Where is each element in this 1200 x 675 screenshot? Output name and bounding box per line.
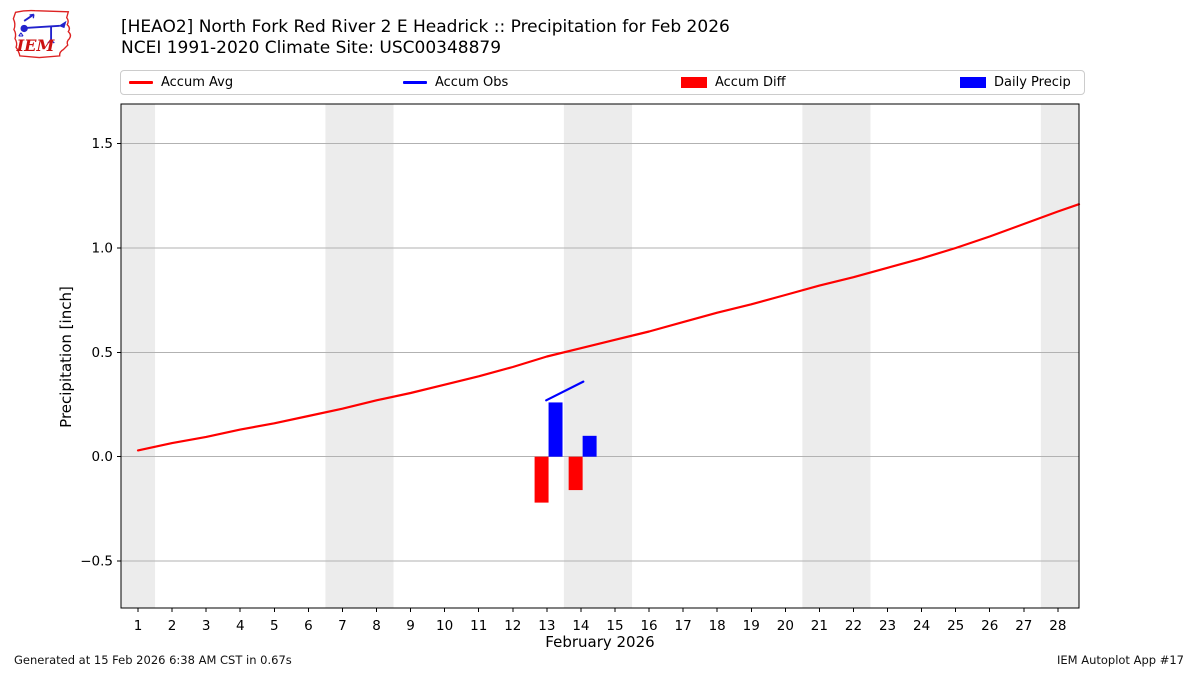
app-credit: IEM Autoplot App #17 [1056,653,1184,667]
iowa-outline-icon [12,9,72,59]
y-tick-label: −0.5 [80,554,113,570]
y-tick-label: 0.5 [92,345,113,361]
x-tick-label: 26 [981,618,998,634]
accum-avg-line-swatch [129,81,153,84]
x-tick-label: 16 [640,618,657,634]
accum-obs-line-swatch [403,81,427,84]
y-tick-label: 1.0 [92,241,113,257]
weekend-band [802,104,871,608]
plot-svg: 1 2 3 4 5 6 7 8 9 10 11 12 13 14 15 16 17 18 19 20 21 22 23 24 2… [80,103,1081,634]
figure-title-line1: [HEAO2] North Fork Red River 2 E Headric… [121,17,730,37]
accum-avg-line [136,203,1081,452]
legend-label: Accum Diff [715,75,786,90]
y-axis-label: Precipitation [inch] [57,286,75,428]
x-tick-label: 3 [202,618,211,634]
x-tick-label: 23 [879,618,896,634]
x-tick-label: 21 [811,618,828,634]
x-tick-label: 7 [338,618,347,634]
x-tick-label: 2 [168,618,177,634]
legend-item-accum-diff: Accum Diff [681,71,786,94]
daily-precip-bar [582,435,597,457]
weekend-band [121,104,156,608]
weekend-band [325,104,394,608]
x-tick-label: 10 [436,618,453,634]
legend-item-accum-avg: Accum Avg [129,71,233,94]
x-tick-label: 22 [845,618,862,634]
x-tick-label: 12 [504,618,521,634]
iem-logo: IEM [12,9,72,59]
weekend-band [1040,104,1079,608]
x-tick-label: 13 [538,618,555,634]
anemometer-icon [18,13,67,44]
plot-frame [120,103,1080,609]
daily-precip-rect-swatch [960,77,986,88]
x-tick-label: 24 [913,618,930,634]
legend-item-accum-obs: Accum Obs [403,71,508,94]
x-axis-label: February 2026 [545,633,655,651]
x-tick-label: 28 [1049,618,1066,634]
x-tick-label: 27 [1015,618,1032,634]
generated-timestamp: Generated at 15 Feb 2026 6:38 AM CST in … [14,653,292,667]
legend-label: Accum Obs [435,75,509,90]
logo-iem-text: IEM [16,36,56,55]
x-tick-label: 1 [134,618,143,634]
accum-diff-bar [568,456,583,491]
accum-obs-line [545,380,585,402]
x-tick-label: 17 [675,618,692,634]
x-tick-label: 15 [606,618,623,634]
x-tick-label: 6 [304,618,313,634]
figure-title-line2: NCEI 1991-2020 Climate Site: USC00348879 [121,38,502,58]
y-tick-label: 0.0 [92,449,113,465]
x-tick-label: 8 [372,618,381,634]
accum-diff-rect-swatch [681,77,707,88]
x-tick-label: 25 [947,618,964,634]
daily-precip-bar [548,402,563,457]
figure-title: [HEAO2] North Fork Red River 2 E Headric… [121,17,730,59]
weekend-band [563,104,633,608]
x-tick-label: 5 [270,618,279,634]
accum-diff-bar [534,456,549,503]
x-tick-label: 9 [406,618,415,634]
x-tick-label: 18 [709,618,726,634]
legend-item-daily-precip: Daily Precip [960,71,1071,94]
legend: Accum Avg Accum Obs Accum Diff Daily Pre… [120,70,1085,95]
legend-label: Accum Avg [161,75,234,90]
legend-label: Daily Precip [994,75,1071,90]
x-tick-label: 19 [743,618,760,634]
x-tick-label: 20 [777,618,794,634]
y-tick-label: 1.5 [92,136,113,152]
x-tick-label: 11 [470,618,487,634]
x-tick-label: 4 [236,618,245,634]
x-tick-label: 14 [572,618,589,634]
